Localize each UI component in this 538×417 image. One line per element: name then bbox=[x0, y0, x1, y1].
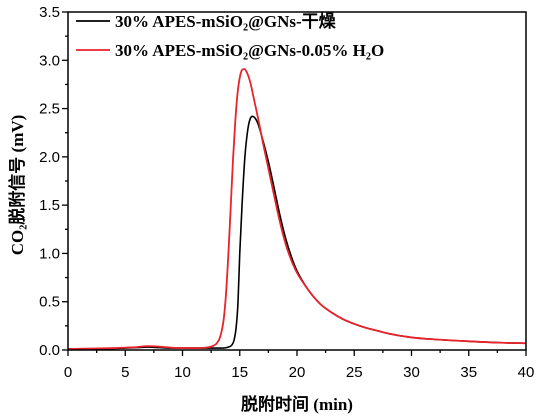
x-axis-title: 脱附时间 (min) bbox=[241, 394, 353, 414]
x-tick-label: 30 bbox=[403, 364, 420, 381]
axis-ticks: 0 5 10 15 20 25 30 35 40 0.0 0.5 1.0 1.5 2.0 2.5 3.0 3.5 bbox=[39, 4, 534, 381]
y-tick-label: 1.5 bbox=[39, 197, 60, 214]
y-tick-label: 0.0 bbox=[39, 342, 60, 359]
x-tick-label: 5 bbox=[121, 364, 129, 381]
y-tick-label: 3.0 bbox=[39, 52, 60, 69]
y-tick-label: 3.5 bbox=[39, 4, 60, 21]
y-axis-title: CO₂脱附信号 (mV) bbox=[7, 115, 27, 256]
x-tick-label: 10 bbox=[174, 364, 191, 381]
y-tick-label: 2.0 bbox=[39, 149, 60, 166]
legend-label-2: 30% APES-mSiO₂@GNs-0.05% H₂O bbox=[115, 41, 384, 60]
series-line-2 bbox=[68, 68, 526, 350]
x-tick-label: 40 bbox=[518, 364, 535, 381]
x-tick-label: 25 bbox=[346, 364, 363, 381]
legend-entry-2: 30% APES-mSiO₂@GNs-0.05% H₂O bbox=[76, 41, 384, 60]
x-tick-label: 0 bbox=[64, 364, 72, 381]
y-tick-label: 0.5 bbox=[39, 294, 60, 311]
y-tick-label: 2.5 bbox=[39, 101, 60, 118]
legend-entry-1: 30% APES-mSiO₂@GNs-干燥 bbox=[76, 12, 337, 31]
plot-series bbox=[68, 68, 526, 350]
x-tick-label: 35 bbox=[460, 364, 477, 381]
y-tick-label: 1.0 bbox=[39, 245, 60, 262]
legend: 30% APES-mSiO₂@GNs-干燥 30% APES-mSiO₂@GNs… bbox=[76, 12, 384, 60]
x-tick-label: 20 bbox=[289, 364, 306, 381]
x-tick-label: 15 bbox=[231, 364, 248, 381]
legend-label-1: 30% APES-mSiO₂@GNs-干燥 bbox=[115, 12, 337, 31]
